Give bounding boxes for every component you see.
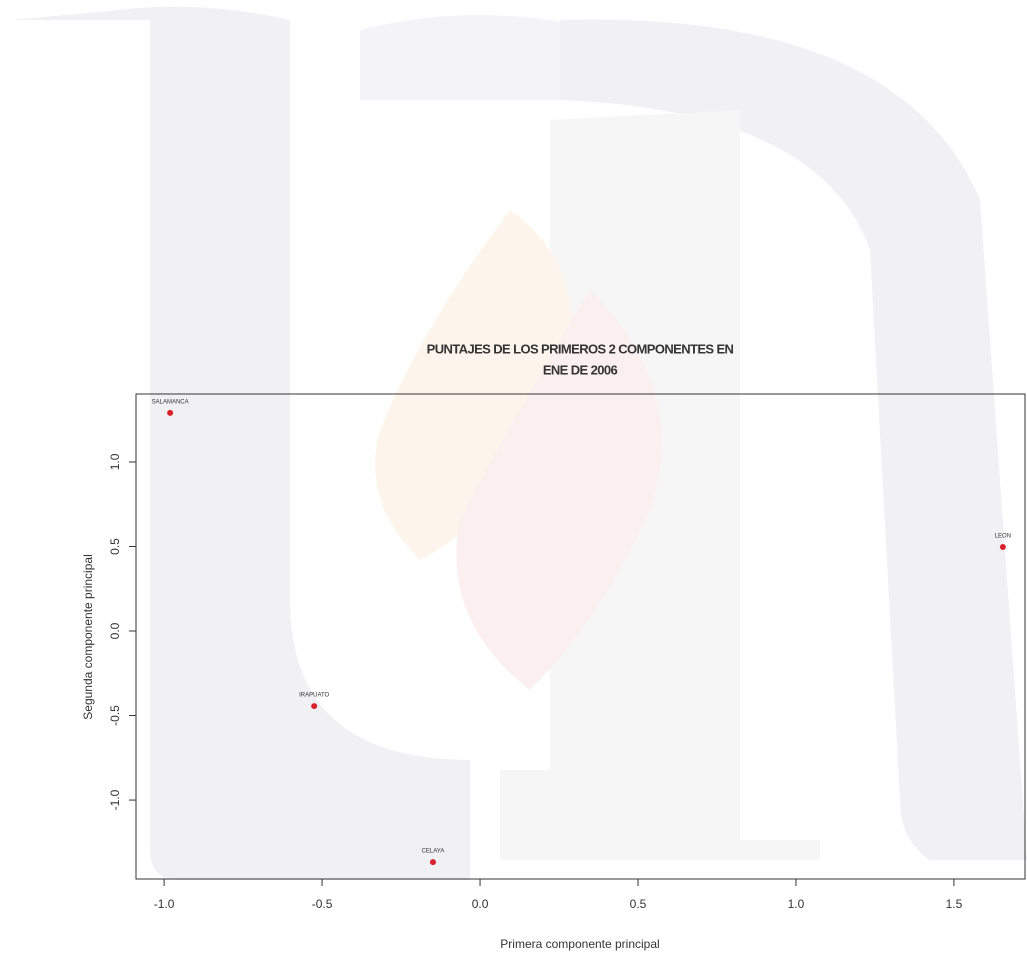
point-label: SALAMANCA bbox=[152, 400, 189, 406]
y-tick-label: -0.5 bbox=[108, 705, 122, 726]
x-tick-label: 1.5 bbox=[946, 897, 963, 911]
point-label: LEON bbox=[995, 534, 1011, 540]
chart-title: PUNTAJES DE LOS PRIMEROS 2 COMPONENTES E… bbox=[427, 341, 734, 356]
y-tick-label: 0.0 bbox=[108, 622, 122, 639]
point bbox=[1000, 544, 1006, 550]
x-tick-label: 0.0 bbox=[472, 897, 489, 911]
point bbox=[167, 410, 173, 416]
y-tick-label: -1.0 bbox=[108, 789, 122, 810]
y-axis-title: Segunda componente principal bbox=[81, 554, 95, 719]
x-tick-label: -1.0 bbox=[154, 897, 175, 911]
x-tick-label: 1.0 bbox=[788, 897, 805, 911]
watermark bbox=[10, 7, 1027, 880]
point bbox=[311, 703, 317, 709]
point bbox=[430, 859, 436, 865]
chart: PUNTAJES DE LOS PRIMEROS 2 COMPONENTES E… bbox=[0, 0, 1027, 956]
point-label: CELAYA bbox=[422, 849, 445, 855]
x-tick-label: 0.5 bbox=[630, 897, 647, 911]
point-label: IRAPUATO bbox=[299, 693, 329, 699]
chart-title: ENE DE 2006 bbox=[543, 362, 618, 377]
y-tick-label: 1.0 bbox=[108, 453, 122, 470]
y-tick-label: 0.5 bbox=[108, 538, 122, 555]
x-tick-label: -0.5 bbox=[312, 897, 333, 911]
x-axis-title: Primera componente principal bbox=[500, 937, 659, 951]
